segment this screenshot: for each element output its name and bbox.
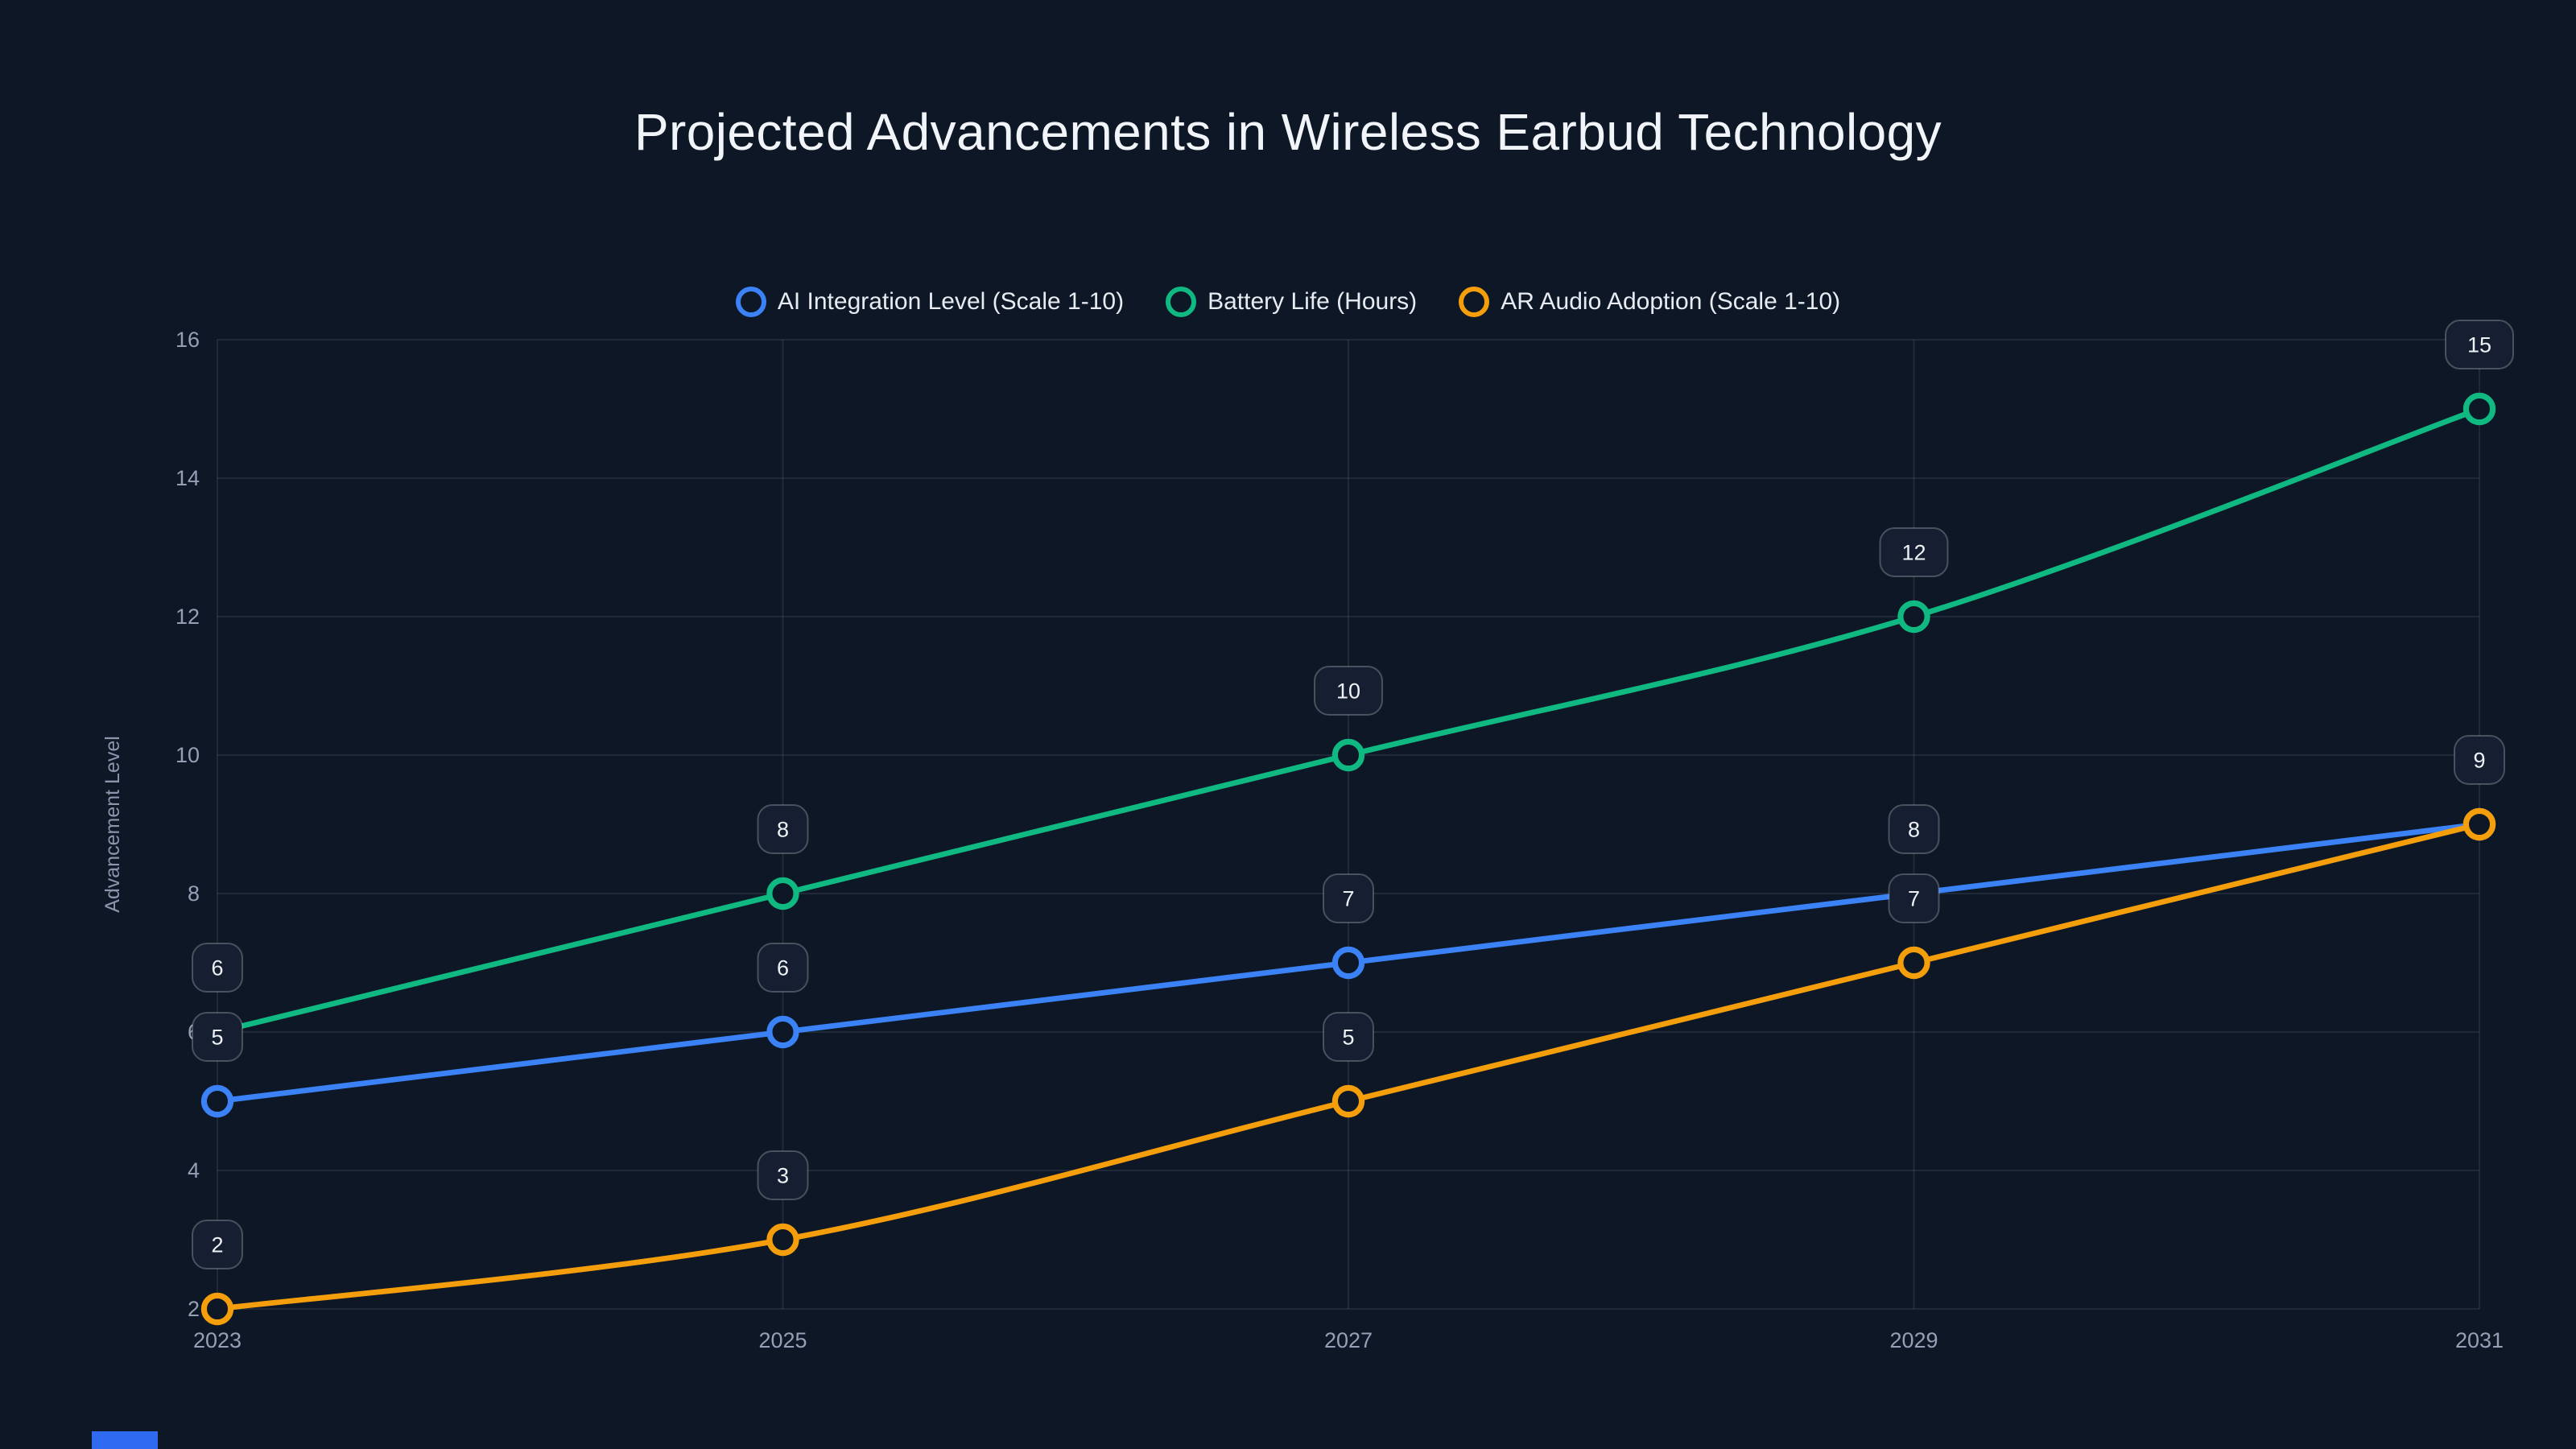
legend-marker-battery-icon <box>1166 287 1197 317</box>
data-point-series-0[interactable] <box>766 1015 799 1049</box>
y-axis-title: Advancement Level <box>101 736 124 913</box>
point-value-label: 6 <box>757 943 809 993</box>
data-point-series-1[interactable] <box>1331 738 1365 772</box>
x-tick-label: 2031 <box>2455 1328 2504 1352</box>
point-value-label: 2 <box>192 1220 243 1269</box>
point-value-label: 7 <box>1888 873 1940 923</box>
data-point-series-1[interactable] <box>766 877 799 910</box>
data-point-series-0[interactable] <box>1331 946 1365 980</box>
point-value-label: 12 <box>1879 527 1949 577</box>
y-tick-label: 8 <box>188 881 200 906</box>
legend-label-ar-audio: AR Audio Adoption (Scale 1-10) <box>1501 288 1841 316</box>
svg-text:6: 6 <box>777 956 789 980</box>
legend-item-ar-audio[interactable]: AR Audio Adoption (Scale 1-10) <box>1459 287 1840 317</box>
point-value-label: 10 <box>1314 666 1383 716</box>
svg-text:7: 7 <box>1342 887 1354 911</box>
data-point-series-2[interactable] <box>200 1292 234 1326</box>
y-tick-label: 10 <box>175 743 200 767</box>
svg-text:2: 2 <box>211 1233 223 1257</box>
svg-text:6: 6 <box>211 956 223 980</box>
y-tick-label: 2 <box>188 1297 200 1321</box>
legend-label-ai-integration: AI Integration Level (Scale 1-10) <box>777 288 1125 316</box>
svg-text:5: 5 <box>1342 1026 1354 1050</box>
svg-text:12: 12 <box>1901 541 1926 565</box>
y-tick-label: 4 <box>188 1158 200 1183</box>
legend-item-ai-integration[interactable]: AI Integration Level (Scale 1-10) <box>735 287 1125 317</box>
data-point-series-2[interactable] <box>1897 946 1930 980</box>
point-value-label: 9 <box>2454 735 2505 785</box>
y-tick-label: 12 <box>175 605 200 629</box>
legend-marker-ai-icon <box>735 287 766 317</box>
legend-label-battery-life: Battery Life (Hours) <box>1208 288 1418 316</box>
svg-text:10: 10 <box>1336 679 1360 704</box>
x-tick-label: 2027 <box>1324 1328 1373 1352</box>
point-value-label: 3 <box>757 1150 809 1200</box>
data-point-series-2[interactable] <box>766 1223 799 1257</box>
x-tick-label: 2025 <box>758 1328 807 1352</box>
data-point-series-0[interactable] <box>200 1084 234 1118</box>
svg-text:7: 7 <box>1908 887 1920 911</box>
svg-text:8: 8 <box>777 818 789 842</box>
svg-text:9: 9 <box>2473 749 2485 773</box>
data-point-series-1[interactable] <box>1897 600 1930 634</box>
svg-text:5: 5 <box>211 1026 223 1050</box>
point-value-label: 5 <box>1323 1012 1374 1062</box>
svg-text:8: 8 <box>1908 818 1920 842</box>
data-point-series-2[interactable] <box>1331 1084 1365 1118</box>
x-tick-label: 2023 <box>193 1328 242 1352</box>
legend: AI Integration Level (Scale 1-10) Batter… <box>0 287 2576 317</box>
chart-title: Projected Advancements in Wireless Earbu… <box>634 103 1942 161</box>
svg-text:15: 15 <box>2467 333 2491 357</box>
data-point-series-1[interactable] <box>2462 392 2496 426</box>
x-tick-label: 2029 <box>1889 1328 1938 1352</box>
point-value-label: 15 <box>2445 320 2514 369</box>
legend-marker-ar-audio-icon <box>1459 287 1490 317</box>
data-point-series-2[interactable] <box>2462 807 2496 841</box>
y-tick-label: 16 <box>175 328 200 352</box>
point-value-label: 7 <box>1323 873 1374 923</box>
svg-text:3: 3 <box>777 1164 789 1188</box>
bottom-left-accent-bar <box>92 1431 158 1449</box>
point-value-label: 6 <box>192 943 243 993</box>
point-value-label: 5 <box>192 1012 243 1062</box>
legend-item-battery-life[interactable]: Battery Life (Hours) <box>1166 287 1417 317</box>
y-tick-label: 14 <box>175 466 200 490</box>
point-value-label: 8 <box>757 804 809 854</box>
point-value-label: 8 <box>1888 804 1940 854</box>
